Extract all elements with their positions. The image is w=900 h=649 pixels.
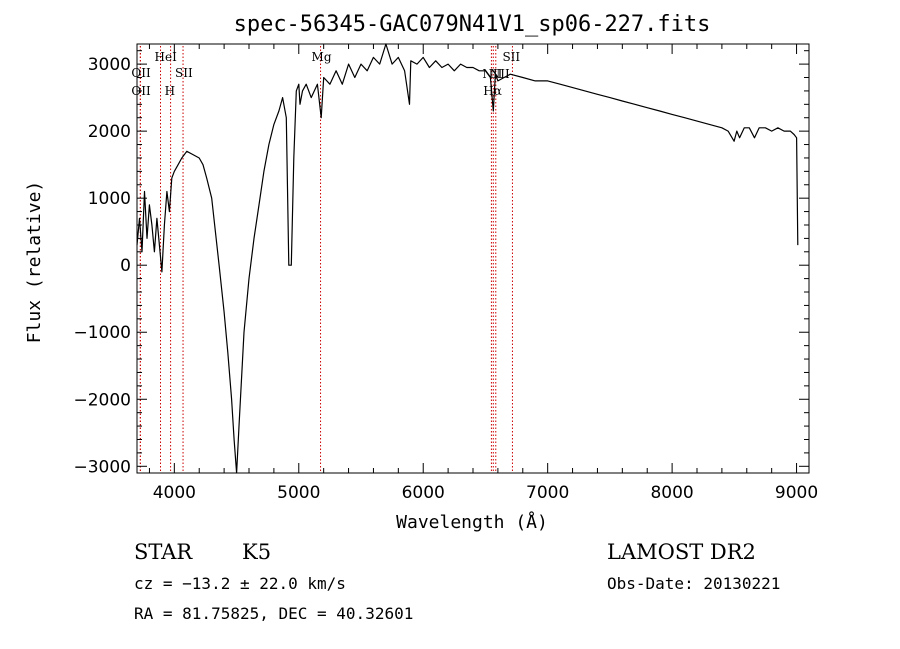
observation-date: Obs-Date: 20130221 bbox=[607, 574, 781, 593]
x-tick-label: 4000 bbox=[153, 483, 196, 503]
y-axis-label: Flux (relative) bbox=[24, 181, 45, 344]
y-tick-label: 0 bbox=[120, 256, 131, 276]
data-release: LAMOST DR2 bbox=[607, 540, 756, 564]
spectral-line-label: Hα bbox=[483, 84, 502, 98]
sky-coordinates: RA = 81.75825, DEC = 40.32601 bbox=[134, 604, 414, 623]
x-tick-label: 5000 bbox=[277, 483, 320, 503]
flux-series-line bbox=[136, 43, 799, 474]
spectral-line-label: SII bbox=[502, 50, 520, 64]
spectral-line-label: HeI bbox=[155, 50, 178, 64]
chart-title: spec-56345-GAC079N41V1_sp06-227.fits bbox=[234, 12, 711, 37]
x-tick-label: 6000 bbox=[402, 483, 445, 503]
spectral-line-label: NII bbox=[482, 67, 502, 81]
object-class: STAR bbox=[134, 540, 193, 564]
spectral-line-label: NII bbox=[490, 67, 510, 81]
x-axis-label: Wavelength (Å) bbox=[396, 511, 548, 533]
x-tick-label: 9000 bbox=[775, 483, 818, 503]
spectral-line-label: H bbox=[165, 84, 175, 98]
y-tick-label: 3000 bbox=[88, 55, 131, 75]
y-tick-label: 2000 bbox=[88, 122, 131, 142]
axis-ticks bbox=[137, 44, 809, 473]
spectral-line-label: Mg bbox=[312, 50, 332, 64]
y-tick-label: −1000 bbox=[73, 323, 131, 343]
spectral-subclass: K5 bbox=[242, 540, 272, 564]
y-tick-label: 1000 bbox=[88, 189, 131, 209]
redshift-velocity: cz = −13.2 ± 22.0 km/s bbox=[134, 574, 346, 593]
tick-labels: 4000 5000 6000 7000 8000 9000 −3000 −2000 −1000 0… bbox=[73, 55, 818, 503]
x-tick-label: 8000 bbox=[650, 483, 693, 503]
plot-frame bbox=[136, 43, 810, 474]
spectral-line-label: OII bbox=[131, 66, 151, 80]
spectral-line-label: SII bbox=[175, 66, 193, 80]
x-tick-label: 7000 bbox=[526, 483, 569, 503]
y-tick-label: −2000 bbox=[73, 390, 131, 410]
y-tick-label: −3000 bbox=[73, 457, 131, 477]
